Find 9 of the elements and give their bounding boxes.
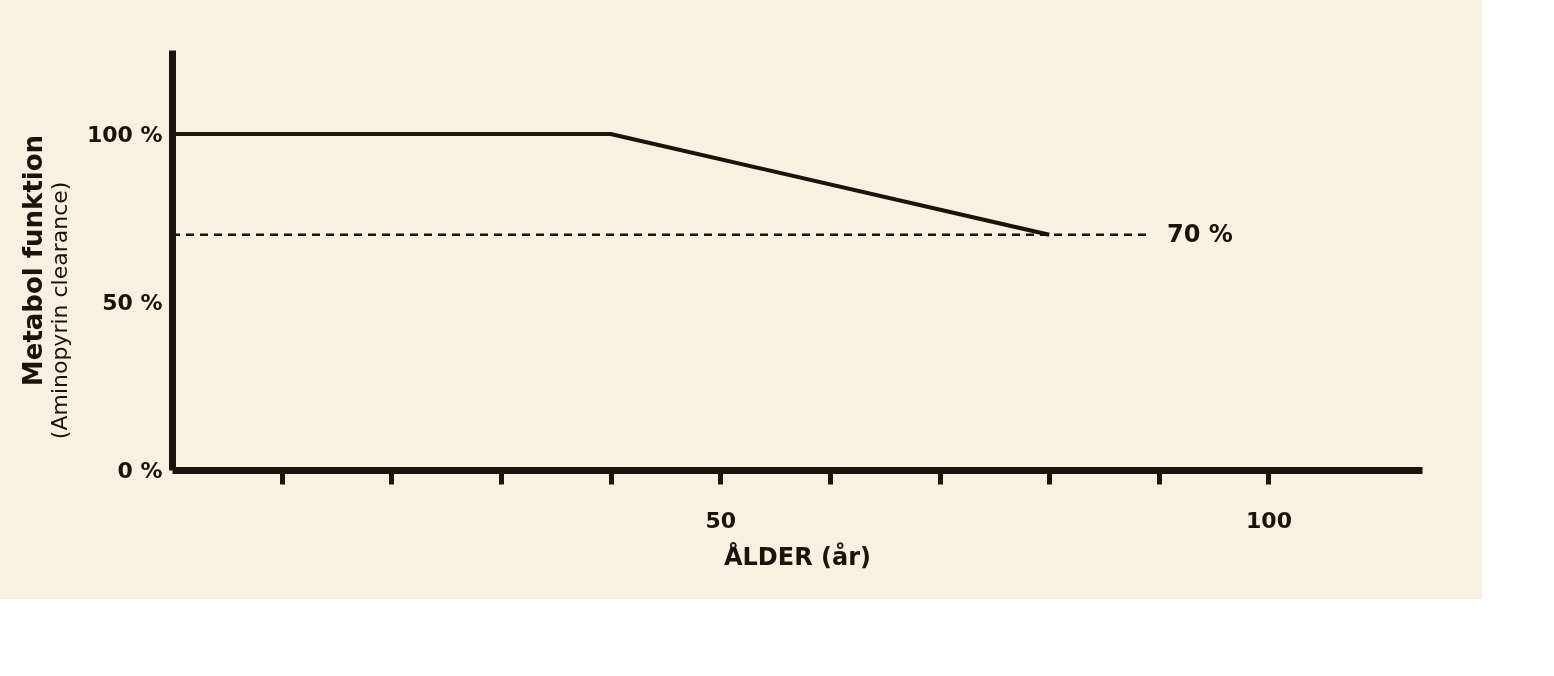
ref-line-label: 70 % [1167, 219, 1233, 248]
x-tick-label: 50 [705, 507, 737, 533]
y-tick-label: 0 % [117, 457, 163, 483]
y-axis-title: Metabol funktion [17, 134, 48, 387]
x-tick-label: 100 [1246, 507, 1292, 533]
y-tick-label: 50 % [102, 289, 163, 315]
text: (Aminopyrin clearance) [47, 181, 72, 440]
y-tick-label: 100 % [86, 121, 163, 147]
x-axis-title: ÅLDER (år) [724, 541, 871, 571]
